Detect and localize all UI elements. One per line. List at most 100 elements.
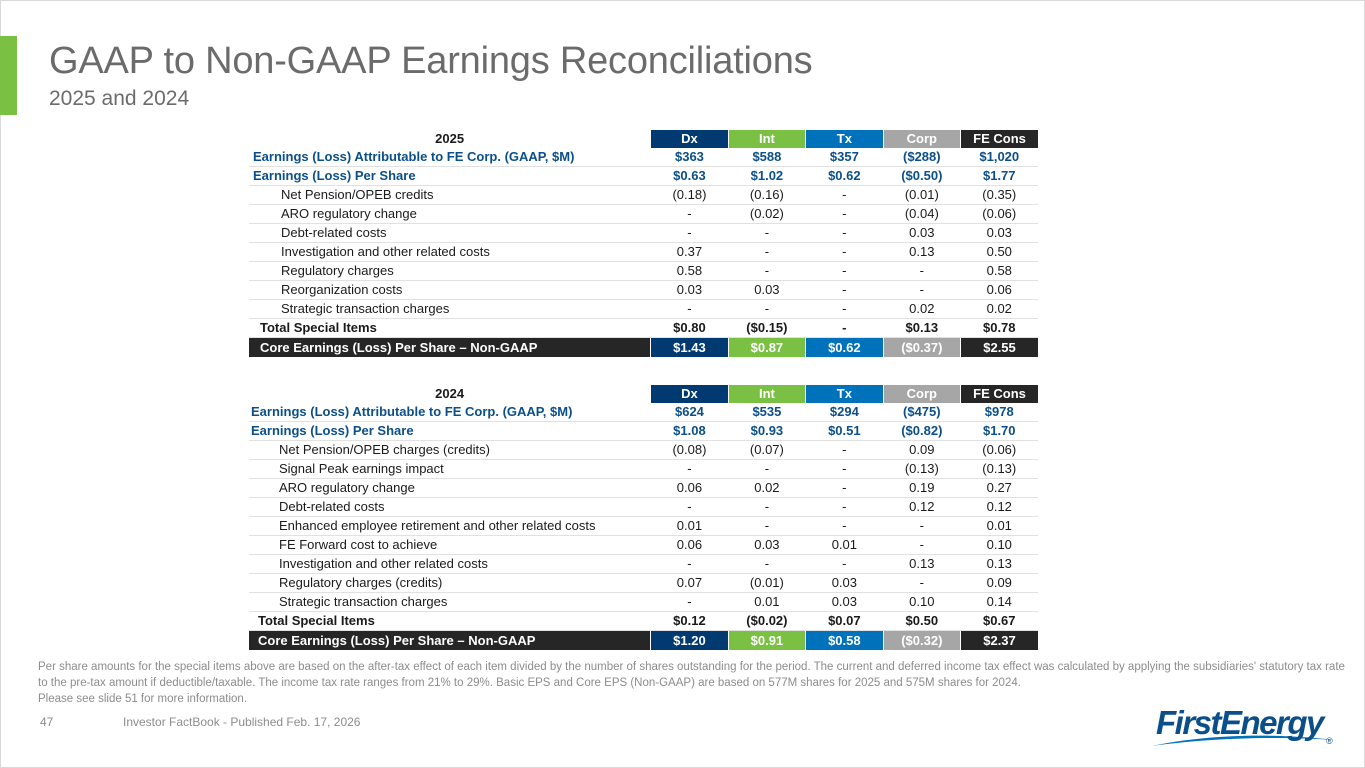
special-item-row-int: - <box>728 299 806 319</box>
eps-row: Earnings (Loss) Per Share $0.63 $1.02 $0.62… <box>249 166 1038 186</box>
special-item-row-tx: 0.03 <box>805 573 884 593</box>
logo-swoosh <box>1152 735 1334 746</box>
gaap-earnings-row-label: Earnings (Loss) Attributable to FE Corp.… <box>249 148 651 167</box>
gaap-earnings-row-dx: $363 <box>650 148 729 167</box>
special-item-row-tx: - <box>805 554 884 574</box>
special-item-row-int: - <box>728 261 806 281</box>
special-item-row: Strategic transaction charges - - -0.02 0.02 <box>249 299 1038 319</box>
eps-row-dx: $0.63 <box>650 166 729 186</box>
special-item-row-corp: 0.10 <box>883 592 961 612</box>
gaap-earnings-row-tx: $294 <box>805 403 884 422</box>
special-item-row-tx: - <box>805 440 884 460</box>
special-item-row-fe-cons: 0.02 <box>960 299 1038 319</box>
column-header-dx: Dx <box>650 385 729 403</box>
special-item-row-label: Regulatory charges <box>249 261 651 281</box>
core-eps-row-fe-cons: $2.37 <box>960 630 1038 650</box>
logo-text: FirstEnergy <box>1156 704 1326 741</box>
special-item-row-label: Debt-related costs <box>249 497 651 517</box>
eps-row-label: Earnings (Loss) Per Share <box>249 166 651 186</box>
special-item-row-corp: 0.09 <box>883 440 961 460</box>
special-item-row-fe-cons: (0.06) <box>960 204 1038 224</box>
column-header-corp: Corp <box>882 130 961 148</box>
special-item-row-tx: - <box>805 459 884 479</box>
special-item-row: Strategic transaction charges -0.01 0.03 0.… <box>249 592 1038 612</box>
special-item-row-corp: 0.02 <box>883 299 961 319</box>
gaap-earnings-row-label: Earnings (Loss) Attributable to FE Corp.… <box>249 403 651 422</box>
special-item-row-fe-cons: 0.27 <box>960 478 1038 498</box>
special-item-row-corp: 0.13 <box>883 242 961 262</box>
core-eps-row-dx: $1.20 <box>650 630 729 650</box>
footnote-methodology: Per share amounts for the special items … <box>38 661 1345 689</box>
special-item-row-int: - <box>728 223 806 243</box>
special-item-row-dx: 0.06 <box>650 478 729 498</box>
special-item-row: Investigation and other related costs - - -… <box>249 554 1038 574</box>
column-header-tx: Tx <box>805 385 884 403</box>
special-item-row-fe-cons: 0.03 <box>960 223 1038 243</box>
special-item-row-dx: 0.37 <box>650 242 729 262</box>
special-item-row-tx: - <box>805 478 884 498</box>
column-header-dx: Dx <box>650 130 729 148</box>
special-item-row-tx: - <box>805 516 884 536</box>
eps-row-tx: $0.51 <box>805 421 884 441</box>
logo-registered-mark: ® <box>1326 736 1333 746</box>
special-item-row-tx: - <box>805 299 884 319</box>
eps-row-dx: $1.08 <box>650 421 729 441</box>
special-item-row: Net Pension/OPEB charges (credits) (0.08)… <box>249 440 1038 460</box>
special-item-row: ARO regulatory change 0.06 0.02-0.19 0.27 <box>249 478 1038 498</box>
special-item-row-tx: - <box>805 223 884 243</box>
special-item-row: Reorganization costs 0.03 0.03- -0.06 <box>249 280 1038 300</box>
core-eps-row-int: $0.91 <box>727 630 806 650</box>
special-item-row-fe-cons: 0.09 <box>960 573 1038 593</box>
core-eps-row-tx: $0.58 <box>805 630 884 650</box>
special-item-row-int: (0.16) <box>728 185 806 205</box>
special-item-row-dx: - <box>650 459 729 479</box>
eps-row-label: Earnings (Loss) Per Share <box>249 421 651 441</box>
special-item-row-dx: 0.03 <box>650 280 729 300</box>
special-item-row-label: ARO regulatory change <box>249 204 651 224</box>
special-item-row-tx: - <box>805 261 884 281</box>
total-special-items-row-tx: $0.07 <box>805 611 884 631</box>
page-title: GAAP to Non-GAAP Earnings Reconciliation… <box>49 40 813 82</box>
special-item-row-dx: 0.06 <box>650 535 729 555</box>
special-item-row-fe-cons: 0.58 <box>960 261 1038 281</box>
column-header-fe-cons: FE Cons <box>960 130 1038 148</box>
eps-row-fe-cons: $1.70 <box>960 421 1038 441</box>
total-special-items-row-dx: $0.80 <box>650 318 729 338</box>
gaap-earnings-row: Earnings (Loss) Attributable to FE Corp.… <box>249 148 1038 167</box>
gaap-earnings-row: Earnings (Loss) Attributable to FE Corp.… <box>249 403 1038 422</box>
special-item-row-dx: - <box>650 554 729 574</box>
special-item-row-int: (0.02) <box>728 204 806 224</box>
year-header: 2024 <box>435 386 465 401</box>
column-header-fe-cons: FE Cons <box>960 385 1038 403</box>
total-special-items-row-int: ($0.02) <box>728 611 806 631</box>
gaap-earnings-row-dx: $624 <box>650 403 729 422</box>
special-item-row-dx: 0.01 <box>650 516 729 536</box>
eps-row-corp: ($0.50) <box>883 166 961 186</box>
eps-row-int: $0.93 <box>728 421 806 441</box>
eps-row-fe-cons: $1.77 <box>960 166 1038 186</box>
core-eps-row-corp: ($0.32) <box>882 630 961 650</box>
special-item-row-fe-cons: 0.50 <box>960 242 1038 262</box>
column-header-tx: Tx <box>805 130 884 148</box>
special-item-row-fe-cons: (0.35) <box>960 185 1038 205</box>
core-eps-row-label: Core Earnings (Loss) Per Share – Non-GAA… <box>249 337 651 357</box>
core-eps-row-fe-cons: $2.55 <box>960 337 1038 357</box>
special-item-row-int: 0.03 <box>728 280 806 300</box>
page-number: 47 <box>40 715 54 729</box>
core-eps-row: Core Earnings (Loss) Per Share – Non-GAA… <box>249 630 1038 650</box>
special-item-row-label: Investigation and other related costs <box>249 554 651 574</box>
column-header-int: Int <box>727 385 806 403</box>
special-item-row-int: 0.02 <box>728 478 806 498</box>
special-item-row-corp: - <box>883 573 961 593</box>
core-eps-row: Core Earnings (Loss) Per Share – Non-GAA… <box>249 337 1038 357</box>
total-special-items-row-label: Total Special Items <box>249 318 651 338</box>
reconciliation-table-2025: 2025 Dx Int Tx Corp FE Cons Earnings (Loss) At… <box>249 130 1038 357</box>
reconciliation-table-2024: 2024 Dx Int Tx Corp FE Cons Earnings (Loss) At… <box>249 385 1038 650</box>
special-item-row-fe-cons: (0.13) <box>960 459 1038 479</box>
core-eps-row-label: Core Earnings (Loss) Per Share – Non-GAA… <box>249 630 651 650</box>
special-item-row-tx: - <box>805 497 884 517</box>
total-special-items-row-fe-cons: $0.78 <box>960 318 1038 338</box>
special-item-row-fe-cons: (0.06) <box>960 440 1038 460</box>
total-special-items-row-corp: $0.50 <box>883 611 961 631</box>
special-item-row-label: Enhanced employee retirement and other r… <box>249 516 651 536</box>
